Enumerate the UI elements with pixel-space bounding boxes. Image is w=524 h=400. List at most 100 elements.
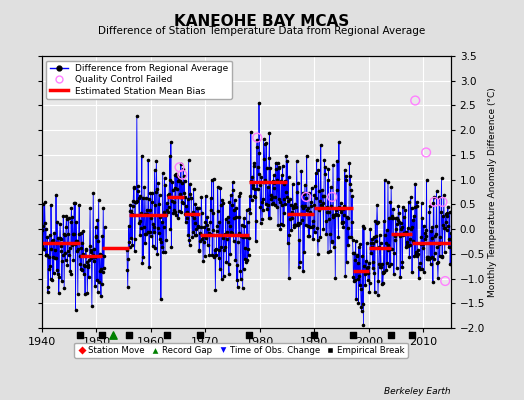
Point bbox=[270, 180, 278, 187]
Point bbox=[439, 213, 447, 219]
Point bbox=[268, 194, 276, 200]
Point bbox=[91, 254, 99, 260]
Point bbox=[248, 182, 257, 188]
Point bbox=[90, 258, 98, 264]
Point bbox=[126, 202, 135, 208]
Point bbox=[355, 244, 363, 250]
Point bbox=[289, 204, 297, 211]
Point bbox=[310, 192, 319, 198]
Point bbox=[153, 251, 161, 258]
Point bbox=[358, 252, 366, 259]
Point bbox=[97, 293, 105, 299]
Point bbox=[148, 199, 156, 206]
Point bbox=[438, 199, 446, 205]
Point bbox=[243, 257, 252, 264]
Point bbox=[132, 199, 140, 205]
Point bbox=[396, 274, 405, 280]
Point bbox=[266, 215, 274, 221]
Point bbox=[245, 332, 253, 339]
Point bbox=[384, 242, 392, 248]
Point bbox=[409, 217, 417, 223]
Point bbox=[372, 238, 380, 244]
Point bbox=[304, 233, 313, 239]
Point bbox=[435, 194, 443, 200]
Point bbox=[196, 332, 204, 339]
Point bbox=[433, 260, 442, 267]
Point bbox=[274, 160, 282, 166]
Point bbox=[268, 201, 276, 208]
Point bbox=[77, 230, 85, 236]
Point bbox=[58, 258, 67, 265]
Point bbox=[276, 198, 284, 205]
Point bbox=[162, 237, 170, 244]
Point bbox=[171, 172, 179, 178]
Point bbox=[422, 149, 430, 156]
Point bbox=[99, 205, 107, 211]
Point bbox=[355, 273, 364, 279]
Point bbox=[125, 223, 133, 229]
Point bbox=[232, 214, 240, 220]
Point bbox=[290, 224, 299, 230]
Point bbox=[322, 208, 331, 215]
Point bbox=[210, 253, 218, 259]
Point bbox=[62, 213, 71, 220]
Point bbox=[94, 289, 102, 296]
Point bbox=[289, 202, 298, 209]
Point bbox=[50, 269, 58, 276]
Point bbox=[287, 226, 296, 233]
Point bbox=[414, 274, 423, 281]
Point bbox=[438, 253, 446, 260]
Point bbox=[408, 224, 417, 230]
Point bbox=[376, 263, 385, 270]
Point bbox=[202, 235, 211, 241]
Point bbox=[356, 286, 365, 292]
Point bbox=[173, 173, 181, 179]
Point bbox=[370, 234, 378, 240]
Point bbox=[193, 205, 201, 211]
Point bbox=[141, 194, 150, 201]
Point bbox=[310, 201, 318, 208]
Point bbox=[244, 252, 253, 259]
Point bbox=[136, 232, 144, 238]
Point bbox=[185, 237, 193, 243]
Point bbox=[77, 245, 85, 251]
Point bbox=[159, 249, 167, 255]
Point bbox=[215, 255, 223, 261]
Point bbox=[381, 240, 390, 246]
Point bbox=[308, 224, 316, 230]
Point bbox=[49, 237, 58, 243]
Point bbox=[169, 186, 177, 193]
Point bbox=[418, 214, 427, 221]
Point bbox=[163, 209, 172, 216]
Point bbox=[441, 211, 450, 218]
Point bbox=[171, 184, 180, 191]
Point bbox=[441, 249, 449, 255]
Point bbox=[202, 192, 210, 199]
Point bbox=[388, 245, 396, 252]
Point bbox=[390, 271, 398, 278]
Point bbox=[42, 252, 51, 258]
Point bbox=[370, 270, 378, 276]
Point bbox=[369, 265, 377, 271]
Point bbox=[406, 242, 414, 248]
Point bbox=[219, 200, 227, 206]
Point bbox=[45, 254, 53, 260]
Point bbox=[141, 240, 149, 246]
Point bbox=[257, 174, 266, 180]
Point bbox=[297, 210, 305, 217]
Point bbox=[78, 240, 86, 246]
Point bbox=[196, 224, 205, 230]
Point bbox=[149, 221, 157, 227]
Point bbox=[186, 191, 194, 197]
Point bbox=[196, 230, 204, 236]
Point bbox=[226, 251, 235, 258]
Point bbox=[384, 179, 392, 185]
Point bbox=[327, 203, 335, 210]
Point bbox=[298, 203, 306, 209]
Point bbox=[240, 215, 248, 221]
Point bbox=[57, 243, 65, 249]
Point bbox=[186, 181, 194, 188]
Point bbox=[245, 234, 253, 241]
Point bbox=[364, 269, 373, 276]
Point bbox=[410, 253, 419, 260]
